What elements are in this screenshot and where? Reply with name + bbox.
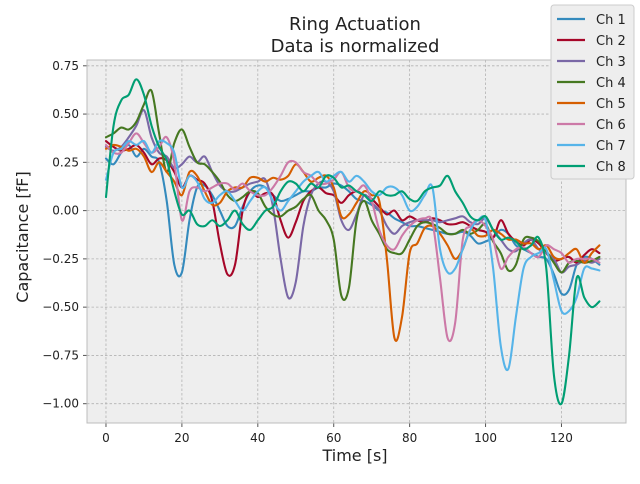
series-line-ch4 <box>104 88 601 302</box>
series-line-ch5 <box>104 143 601 342</box>
plot-area <box>87 60 626 423</box>
y-tick-label: 0.50 <box>52 107 79 121</box>
y-tick-label: 0.75 <box>52 59 79 73</box>
legend-label: Ch 1 <box>596 13 626 28</box>
series-group <box>104 78 601 406</box>
chart-title: Ring Actuation <box>289 14 421 35</box>
y-tick-label: −0.50 <box>42 300 79 314</box>
y-axis-label: Capacitance [fF] <box>13 171 32 302</box>
series-line-ch7 <box>104 139 601 372</box>
series-line-ch3 <box>104 109 601 300</box>
chart-subtitle: Data is normalized <box>271 36 440 57</box>
legend: Ch 1 Ch 2 Ch 3 Ch 4 Ch 5 Ch 6 Ch 7 Ch 8 <box>550 4 635 180</box>
legend-item: Ch 7 <box>557 139 626 154</box>
x-tick-label: 100 <box>474 431 497 445</box>
legend-label: Ch 4 <box>596 76 626 91</box>
legend-item: Ch 4 <box>557 76 626 91</box>
legend-item: Ch 8 <box>557 160 626 175</box>
legend-label: Ch 5 <box>596 97 626 112</box>
legend-label: Ch 6 <box>596 118 626 133</box>
y-tick-label: −1.00 <box>42 397 79 411</box>
x-tick-label: 120 <box>550 431 573 445</box>
series-line-ch1 <box>104 143 601 296</box>
y-tick-label: −0.75 <box>42 348 79 362</box>
y-tick-label: −0.25 <box>42 252 79 266</box>
x-tick-label: 20 <box>174 431 189 445</box>
legend-label: Ch 7 <box>596 139 626 154</box>
x-axis-label: Time [s] <box>321 446 387 465</box>
x-tick-label: 80 <box>402 431 417 445</box>
legend-item: Ch 6 <box>557 118 626 133</box>
x-tick-label: 40 <box>250 431 265 445</box>
x-tick-label: 60 <box>326 431 341 445</box>
legend-label: Ch 2 <box>596 34 626 49</box>
axis-ticks: 0 20 40 60 80 100 120 0.75 0.50 0.25 0.00 −0.25 −0.5… <box>42 59 573 445</box>
series-line-ch8 <box>104 78 601 406</box>
legend-item: Ch 3 <box>557 55 626 70</box>
legend-label: Ch 8 <box>596 160 626 175</box>
x-tick-label: 0 <box>102 431 110 445</box>
legend-label: Ch 3 <box>596 55 626 70</box>
y-tick-label: 0.00 <box>52 204 79 218</box>
legend-box <box>550 4 635 180</box>
plot-frame <box>86 59 627 424</box>
y-tick-label: 0.25 <box>52 155 79 169</box>
legend-item: Ch 5 <box>557 97 626 112</box>
series-line-ch6 <box>104 132 601 343</box>
legend-item: Ch 1 <box>557 13 626 28</box>
legend-item: Ch 2 <box>557 34 626 49</box>
